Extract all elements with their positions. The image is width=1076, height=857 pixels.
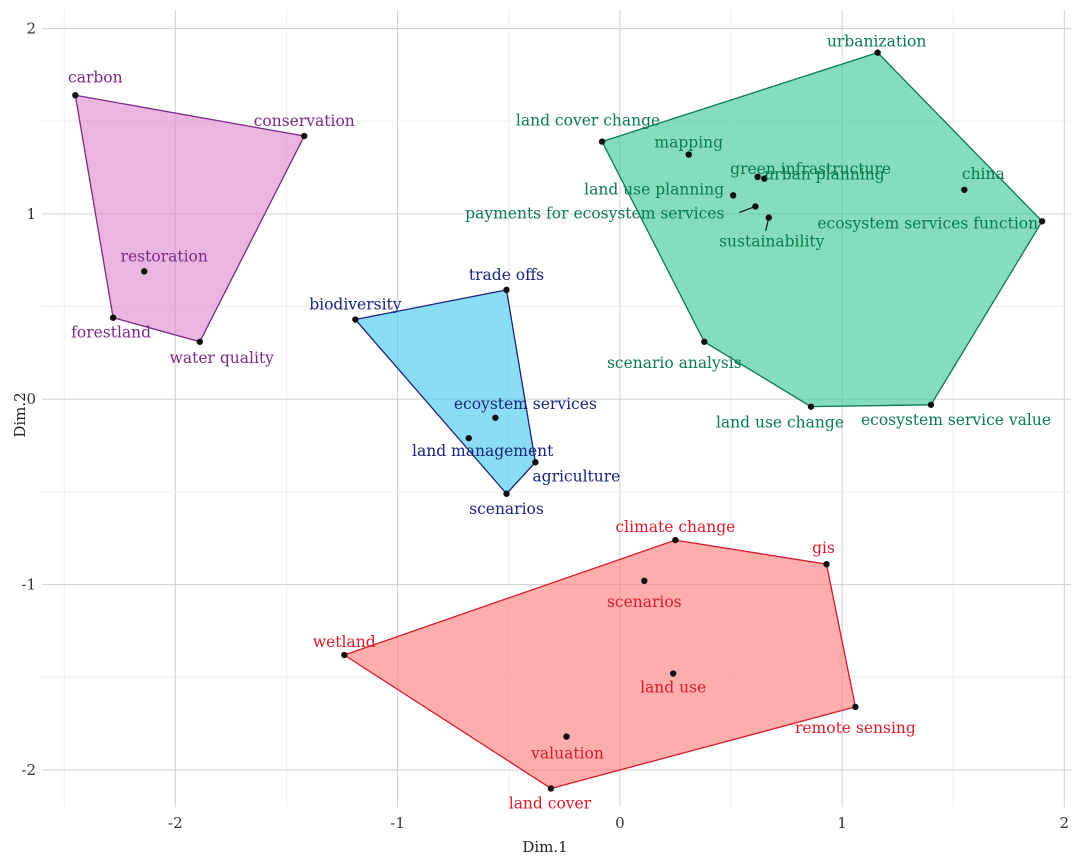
label-scenarios: scenarios (469, 500, 544, 518)
label-climate-change: climate change (615, 518, 735, 536)
point-valuation (563, 733, 570, 740)
axis-ticks: -2 -1 0 1 2 2 1 0 -1 -2 (21, 20, 1069, 832)
point-ecosystem-services-function (1038, 218, 1046, 225)
point-biodiversity (352, 316, 359, 323)
y-tick-label: -2 (21, 761, 36, 779)
point-ecosystem-service-value (927, 401, 935, 408)
label-remote-sensing: remote sensing (795, 719, 916, 737)
point-land-use-change (807, 403, 815, 410)
point-mapping (685, 151, 692, 158)
point-scenarios (503, 490, 510, 497)
label-china: china (962, 165, 1005, 183)
y-tick-label: 1 (26, 205, 36, 223)
point-agriculture (532, 459, 539, 466)
label-forestland: forestland (71, 324, 151, 342)
label-land-cover: land cover (509, 794, 592, 812)
label-land-use-planning: land use planning (584, 180, 724, 198)
point-ecoystem-services (492, 414, 499, 421)
label-payments-for-ecosystem-services: payments for ecosystem services (465, 204, 724, 222)
label-ecoystem-services: ecoystem services (454, 395, 597, 413)
point-urban-planning (761, 175, 768, 182)
point-green-infrastructure (754, 173, 761, 181)
label-land-cover-change: land cover change (516, 112, 660, 130)
point-scenario-analysis (701, 338, 708, 345)
point-payments-for-ecosystem-services (752, 203, 759, 210)
point-gis (823, 560, 830, 568)
label-valuation: valuation (530, 745, 604, 763)
cluster-hulls (74, 51, 1043, 790)
x-axis-label: Dim.1 (522, 838, 567, 856)
point-land-management (465, 434, 472, 442)
point-labels: carbon conservation restoration forestland w… (68, 33, 1051, 813)
label-ecosystem-services-function: ecosystem services function (817, 214, 1038, 232)
point-water-quality (196, 338, 203, 345)
point-china (961, 186, 968, 193)
point-conservation (301, 132, 308, 140)
label-agriculture: agriculture (532, 467, 620, 485)
label-trade-offs: trade offs (469, 266, 544, 284)
x-tick-label: -1 (390, 814, 405, 832)
point-trade-offs (503, 286, 510, 294)
y-tick-label: 2 (26, 20, 36, 38)
cluster-hull-4 (343, 539, 857, 790)
label-gis: gis (812, 539, 835, 557)
label-water-quality: water quality (170, 349, 275, 367)
x-tick-label: -2 (168, 814, 183, 832)
label-scenarios: scenarios (607, 593, 682, 611)
label-urban-planning: urban planning (764, 166, 884, 184)
label-sustainability: sustainability (719, 233, 825, 251)
label-urbanization: urbanization (827, 33, 926, 51)
label-land-use: land use (640, 679, 706, 697)
point-land-cover-change (598, 138, 606, 145)
label-ecosystem-service-value: ecosystem service value (861, 411, 1051, 429)
y-tick-label: -1 (21, 576, 36, 594)
cluster-hull-1 (74, 94, 305, 343)
label-land-management: land management (412, 442, 554, 460)
point-remote-sensing (852, 703, 859, 711)
point-land-use (669, 670, 677, 677)
point-urbanization (874, 49, 881, 56)
label-scenario-analysis: scenario analysis (607, 354, 742, 372)
y-axis-label: Dim.2 (11, 392, 29, 437)
y-tick-label: 0 (26, 390, 36, 408)
point-carbon (72, 92, 79, 99)
point-sustainability (765, 214, 772, 221)
cluster-hull-2 (354, 289, 537, 495)
point-land-cover (547, 785, 555, 792)
point-wetland (341, 651, 348, 659)
label-green-infrastructure: green infrastructure (730, 160, 891, 178)
point-scenarios (641, 577, 648, 585)
label-restoration: restoration (121, 247, 208, 265)
x-tick-label: 1 (837, 814, 847, 832)
point-restoration (141, 268, 148, 275)
point-forestland (109, 314, 117, 321)
x-tick-label: 2 (1060, 814, 1070, 832)
label-wetland: wetland (313, 633, 376, 651)
point-climate-change (672, 536, 679, 544)
label-conservation: conservation (254, 112, 355, 130)
data-points (72, 49, 1046, 792)
label-carbon: carbon (68, 68, 123, 86)
label-biodiversity: biodiversity (309, 296, 402, 314)
point-land-use-planning (729, 192, 737, 199)
label-mapping: mapping (654, 134, 723, 152)
x-tick-label: 0 (615, 814, 625, 832)
label-land-use-change: land use change (716, 414, 844, 432)
